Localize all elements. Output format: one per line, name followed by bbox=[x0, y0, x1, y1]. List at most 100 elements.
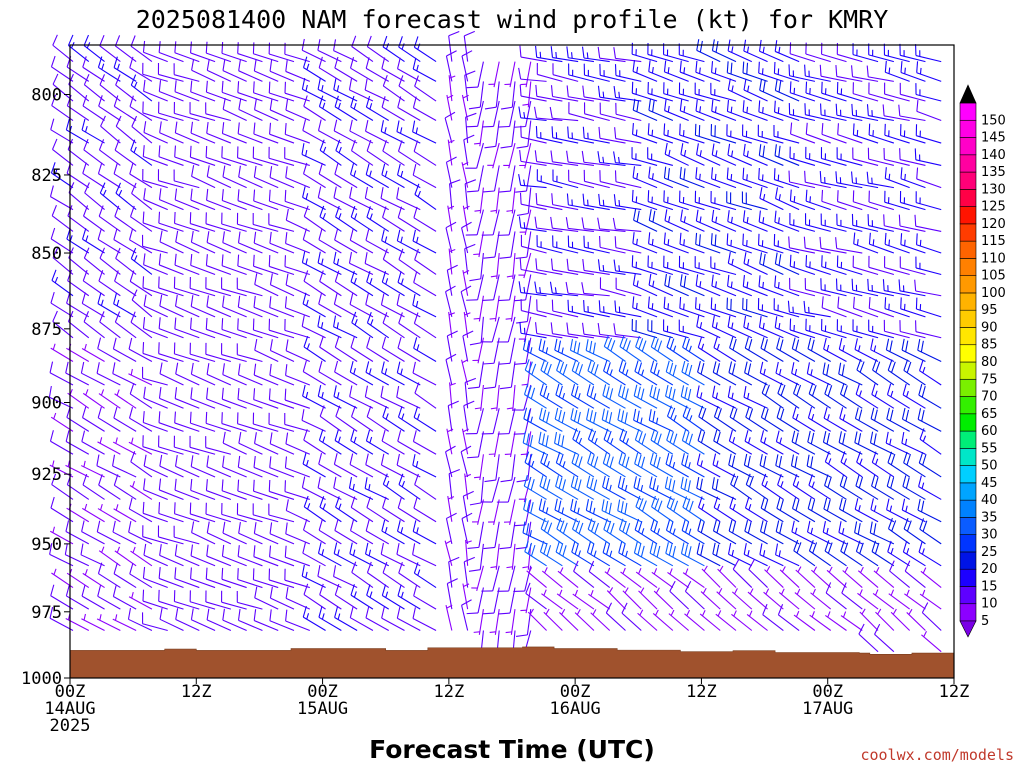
barb-flag bbox=[603, 428, 609, 440]
barb-flag bbox=[349, 293, 354, 305]
barb-half bbox=[624, 587, 629, 594]
wind-barb bbox=[50, 584, 74, 610]
barb-half bbox=[449, 382, 456, 386]
barb-flag bbox=[542, 477, 547, 489]
barb-flag bbox=[113, 474, 119, 486]
barb-flag bbox=[598, 126, 601, 139]
wind-barb bbox=[114, 311, 137, 339]
barb-flag bbox=[641, 500, 647, 512]
barb-flag bbox=[566, 150, 569, 163]
barb-staff bbox=[143, 465, 168, 478]
barb-staff bbox=[883, 115, 910, 122]
wind-barb bbox=[413, 312, 437, 339]
barb-flag bbox=[614, 236, 617, 248]
barb-half bbox=[715, 281, 718, 288]
wind-barb bbox=[837, 123, 863, 144]
barb-half bbox=[762, 193, 766, 201]
wind-barb bbox=[804, 64, 831, 82]
barb-flag bbox=[688, 500, 694, 512]
wind-barb bbox=[539, 383, 563, 409]
barb-staff bbox=[446, 428, 453, 455]
barb-flag bbox=[632, 166, 636, 178]
wind-barb bbox=[681, 429, 705, 455]
barb-staff bbox=[649, 395, 674, 409]
barb-staff bbox=[191, 305, 216, 318]
barb-flag bbox=[396, 187, 400, 199]
wind-barb bbox=[804, 278, 831, 297]
barb-staff bbox=[50, 129, 74, 144]
wind-barb bbox=[112, 454, 137, 478]
wind-barb bbox=[597, 259, 626, 276]
barb-flag bbox=[775, 520, 780, 532]
barb-flag bbox=[555, 540, 560, 553]
barb-flag bbox=[665, 519, 671, 531]
barb-staff bbox=[760, 372, 784, 386]
barb-flag bbox=[666, 496, 672, 508]
barb-staff bbox=[112, 441, 137, 455]
barb-flag bbox=[174, 253, 177, 266]
barb-half bbox=[618, 265, 621, 272]
wind-barb bbox=[884, 167, 910, 189]
wind-barb bbox=[504, 431, 516, 458]
wind-barb bbox=[805, 318, 831, 339]
barb-flag bbox=[698, 496, 703, 508]
barb-staff bbox=[870, 532, 895, 545]
barb-flag bbox=[413, 312, 419, 324]
barb-half bbox=[703, 565, 708, 572]
barb-staff bbox=[837, 266, 863, 275]
barb-flag bbox=[608, 502, 612, 515]
barb-half bbox=[873, 505, 877, 512]
wind-barb bbox=[98, 95, 121, 121]
wind-barb bbox=[679, 166, 705, 189]
barb-staff bbox=[222, 199, 247, 211]
barb-staff bbox=[710, 201, 737, 211]
barb-half bbox=[763, 437, 767, 444]
barb-flag bbox=[555, 475, 560, 487]
barb-flag bbox=[301, 564, 305, 577]
barb-flag bbox=[143, 454, 147, 467]
barb-flag bbox=[303, 429, 308, 441]
barb-flag bbox=[681, 360, 686, 373]
barb-flag bbox=[819, 64, 822, 77]
wind-barb bbox=[221, 387, 247, 409]
barb-staff bbox=[318, 371, 342, 386]
barb-staff bbox=[680, 153, 705, 166]
wind-barb bbox=[317, 251, 342, 275]
barb-flag bbox=[811, 499, 816, 511]
barb-flag bbox=[190, 121, 194, 134]
barb-staff bbox=[222, 242, 247, 254]
barb-staff bbox=[480, 476, 484, 503]
barb-flag bbox=[590, 386, 595, 398]
barb-flag bbox=[744, 520, 749, 532]
barb-flag bbox=[775, 361, 779, 374]
wind-barb bbox=[158, 145, 184, 166]
barb-staff bbox=[745, 416, 768, 432]
wind-barb bbox=[253, 81, 279, 102]
barb-flag bbox=[777, 604, 784, 616]
barb-staff bbox=[397, 440, 421, 455]
barb-staff bbox=[823, 441, 847, 455]
wind-barb bbox=[633, 384, 658, 409]
barb-staff bbox=[335, 216, 358, 232]
barb-staff bbox=[49, 617, 74, 631]
wind-barb bbox=[221, 590, 247, 610]
wind-barb bbox=[268, 189, 295, 211]
wind-barb bbox=[582, 126, 610, 144]
barb-flag bbox=[652, 210, 656, 223]
wind-barb bbox=[159, 607, 184, 631]
wind-barb bbox=[695, 232, 721, 254]
wind-barb bbox=[632, 232, 658, 254]
wind-barb bbox=[469, 252, 484, 282]
wind-barb bbox=[130, 450, 153, 478]
barb-flag bbox=[350, 429, 355, 441]
wind-barb bbox=[871, 540, 895, 567]
barb-staff bbox=[98, 393, 121, 409]
wind-barb bbox=[142, 211, 168, 232]
barb-staff bbox=[270, 597, 295, 610]
barb-flag bbox=[650, 335, 656, 348]
wind-barb bbox=[190, 80, 216, 102]
barb-staff bbox=[221, 329, 247, 339]
wind-barb bbox=[206, 455, 232, 478]
wind-barb bbox=[554, 407, 579, 432]
barb-half bbox=[746, 46, 750, 53]
